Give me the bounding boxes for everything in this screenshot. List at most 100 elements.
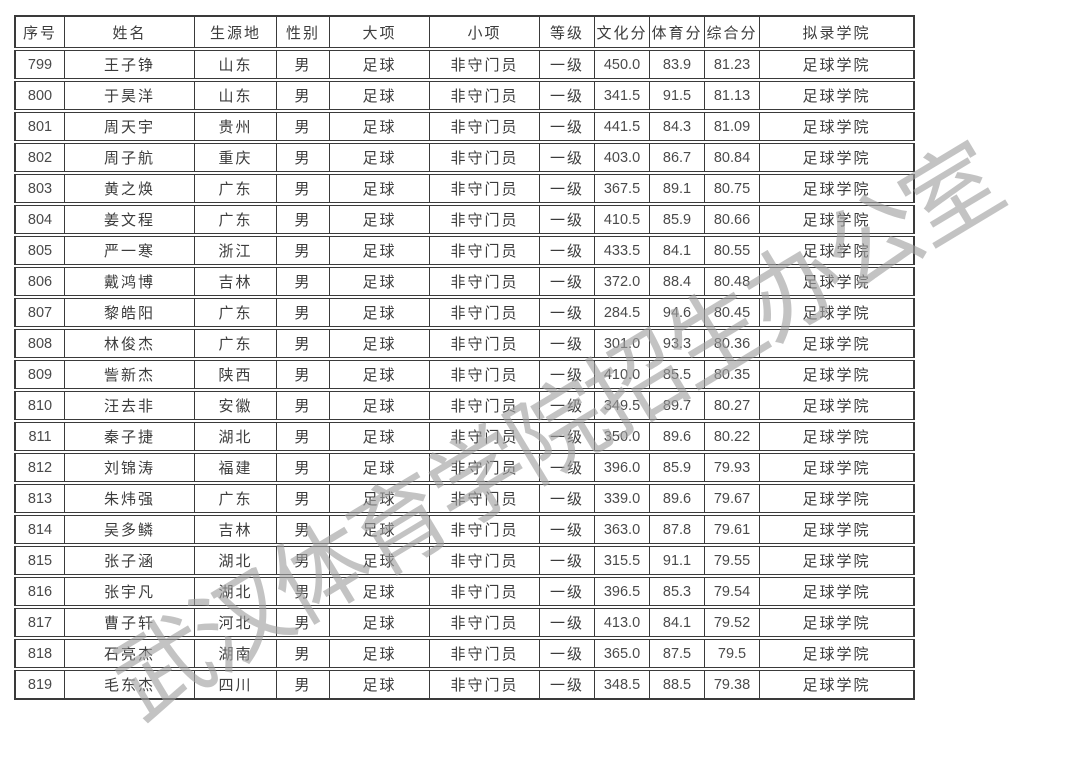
cell-r7-c9: 80.48: [705, 267, 760, 296]
table-row: 809 訾新杰 陕西男足球 非守门员 一级 410.0 85.5 80.35 足球学院: [14, 360, 915, 389]
cell-r1-c2: 山东: [195, 81, 277, 110]
cell-r9-c9: 80.36: [705, 329, 760, 358]
table-row: 813 朱炜强 广东男足球 非守门员 一级 339.0 89.6 79.67 足球学院: [14, 484, 915, 513]
column-header-0: 序号: [14, 15, 65, 48]
cell-r11-c4: 足球: [330, 391, 430, 420]
cell-r6-c5: 非守门员: [430, 236, 540, 265]
cell-r3-c6: 一级: [540, 143, 595, 172]
cell-r18-c6: 一级: [540, 608, 595, 637]
cell-r2-c4: 足球: [330, 112, 430, 141]
cell-r13-c8: 85.9: [650, 453, 705, 482]
cell-r7-c10: 足球学院: [760, 267, 915, 296]
cell-r10-c8: 85.5: [650, 360, 705, 389]
cell-r7-c8: 88.4: [650, 267, 705, 296]
cell-r17-c7: 396.5: [595, 577, 650, 606]
table-row: 806 戴鸿博 吉林男足球 非守门员 一级 372.0 88.4 80.48 足球学院: [14, 267, 915, 296]
admission-table: 序号 姓名 生源地 性别 大项 小项 等级 文化分 体育分 综合分 拟录学院 799 王子铮 山东男足球…: [14, 13, 915, 702]
header-row: 序号 姓名 生源地 性别 大项 小项 等级 文化分 体育分 综合分 拟录学院: [14, 15, 915, 48]
cell-r20-c3: 男: [277, 670, 330, 700]
cell-r17-c0: 816: [14, 577, 65, 606]
cell-r17-c10: 足球学院: [760, 577, 915, 606]
cell-r9-c6: 一级: [540, 329, 595, 358]
cell-r18-c9: 79.52: [705, 608, 760, 637]
cell-r6-c9: 80.55: [705, 236, 760, 265]
cell-r11-c7: 349.5: [595, 391, 650, 420]
cell-r3-c8: 86.7: [650, 143, 705, 172]
cell-r17-c5: 非守门员: [430, 577, 540, 606]
cell-r16-c4: 足球: [330, 546, 430, 575]
cell-r9-c7: 301.0: [595, 329, 650, 358]
table-row: 805 严一寒 浙江男足球 非守门员 一级 433.5 84.1 80.55 足球学院: [14, 236, 915, 265]
cell-r13-c9: 79.93: [705, 453, 760, 482]
cell-r3-c4: 足球: [330, 143, 430, 172]
cell-r0-c6: 一级: [540, 50, 595, 79]
cell-r16-c0: 815: [14, 546, 65, 575]
cell-r20-c4: 足球: [330, 670, 430, 700]
cell-r4-c0: 803: [14, 174, 65, 203]
cell-r14-c1: 朱炜强: [65, 484, 195, 513]
cell-r17-c9: 79.54: [705, 577, 760, 606]
cell-r18-c3: 男: [277, 608, 330, 637]
cell-r1-c4: 足球: [330, 81, 430, 110]
table-row: 810 汪去非 安徽男足球 非守门员 一级 349.5 89.7 80.27 足球学院: [14, 391, 915, 420]
cell-r8-c7: 284.5: [595, 298, 650, 327]
table-body: 799 王子铮 山东男足球 非守门员 一级 450.0 83.9 81.23 足球学院 800 于昊…: [14, 50, 915, 700]
cell-r4-c6: 一级: [540, 174, 595, 203]
cell-r11-c9: 80.27: [705, 391, 760, 420]
cell-r8-c6: 一级: [540, 298, 595, 327]
cell-r7-c2: 吉林: [195, 267, 277, 296]
cell-r13-c7: 396.0: [595, 453, 650, 482]
cell-r1-c1: 于昊洋: [65, 81, 195, 110]
cell-r4-c8: 89.1: [650, 174, 705, 203]
table-row: 808 林俊杰 广东男足球 非守门员 一级 301.0 93.3 80.36 足球学院: [14, 329, 915, 358]
cell-r1-c6: 一级: [540, 81, 595, 110]
cell-r8-c5: 非守门员: [430, 298, 540, 327]
cell-r13-c6: 一级: [540, 453, 595, 482]
table-row: 818 石亮杰 湖南男足球 非守门员 一级 365.0 87.5 79.5 足球学院: [14, 639, 915, 668]
cell-r18-c0: 817: [14, 608, 65, 637]
cell-r9-c3: 男: [277, 329, 330, 358]
cell-r20-c2: 四川: [195, 670, 277, 700]
cell-r19-c4: 足球: [330, 639, 430, 668]
cell-r3-c5: 非守门员: [430, 143, 540, 172]
cell-r8-c10: 足球学院: [760, 298, 915, 327]
cell-r20-c0: 819: [14, 670, 65, 700]
table-row: 807 黎皓阳 广东男足球 非守门员 一级 284.5 94.6 80.45 足球学院: [14, 298, 915, 327]
column-header-6: 等级: [540, 15, 595, 48]
cell-r0-c2: 山东: [195, 50, 277, 79]
cell-r8-c2: 广东: [195, 298, 277, 327]
cell-r19-c5: 非守门员: [430, 639, 540, 668]
cell-r14-c9: 79.67: [705, 484, 760, 513]
cell-r20-c10: 足球学院: [760, 670, 915, 700]
cell-r19-c0: 818: [14, 639, 65, 668]
cell-r11-c3: 男: [277, 391, 330, 420]
cell-r6-c7: 433.5: [595, 236, 650, 265]
cell-r2-c6: 一级: [540, 112, 595, 141]
cell-r3-c0: 802: [14, 143, 65, 172]
cell-r14-c3: 男: [277, 484, 330, 513]
table-row: 819 毛东杰 四川男足球 非守门员 一级 348.5 88.5 79.38 足球学院: [14, 670, 915, 700]
cell-r7-c0: 806: [14, 267, 65, 296]
cell-r20-c5: 非守门员: [430, 670, 540, 700]
cell-r5-c7: 410.5: [595, 205, 650, 234]
cell-r13-c2: 福建: [195, 453, 277, 482]
cell-r10-c10: 足球学院: [760, 360, 915, 389]
column-header-1: 姓名: [65, 15, 195, 48]
cell-r11-c2: 安徽: [195, 391, 277, 420]
cell-r7-c4: 足球: [330, 267, 430, 296]
cell-r0-c4: 足球: [330, 50, 430, 79]
cell-r2-c3: 男: [277, 112, 330, 141]
cell-r19-c2: 湖南: [195, 639, 277, 668]
cell-r19-c3: 男: [277, 639, 330, 668]
cell-r19-c1: 石亮杰: [65, 639, 195, 668]
cell-r17-c1: 张宇凡: [65, 577, 195, 606]
table-row: 814 吴多鳞 吉林男足球 非守门员 一级 363.0 87.8 79.61 足球学院: [14, 515, 915, 544]
cell-r0-c5: 非守门员: [430, 50, 540, 79]
cell-r1-c10: 足球学院: [760, 81, 915, 110]
cell-r18-c4: 足球: [330, 608, 430, 637]
cell-r9-c1: 林俊杰: [65, 329, 195, 358]
cell-r14-c5: 非守门员: [430, 484, 540, 513]
cell-r10-c7: 410.0: [595, 360, 650, 389]
cell-r14-c4: 足球: [330, 484, 430, 513]
